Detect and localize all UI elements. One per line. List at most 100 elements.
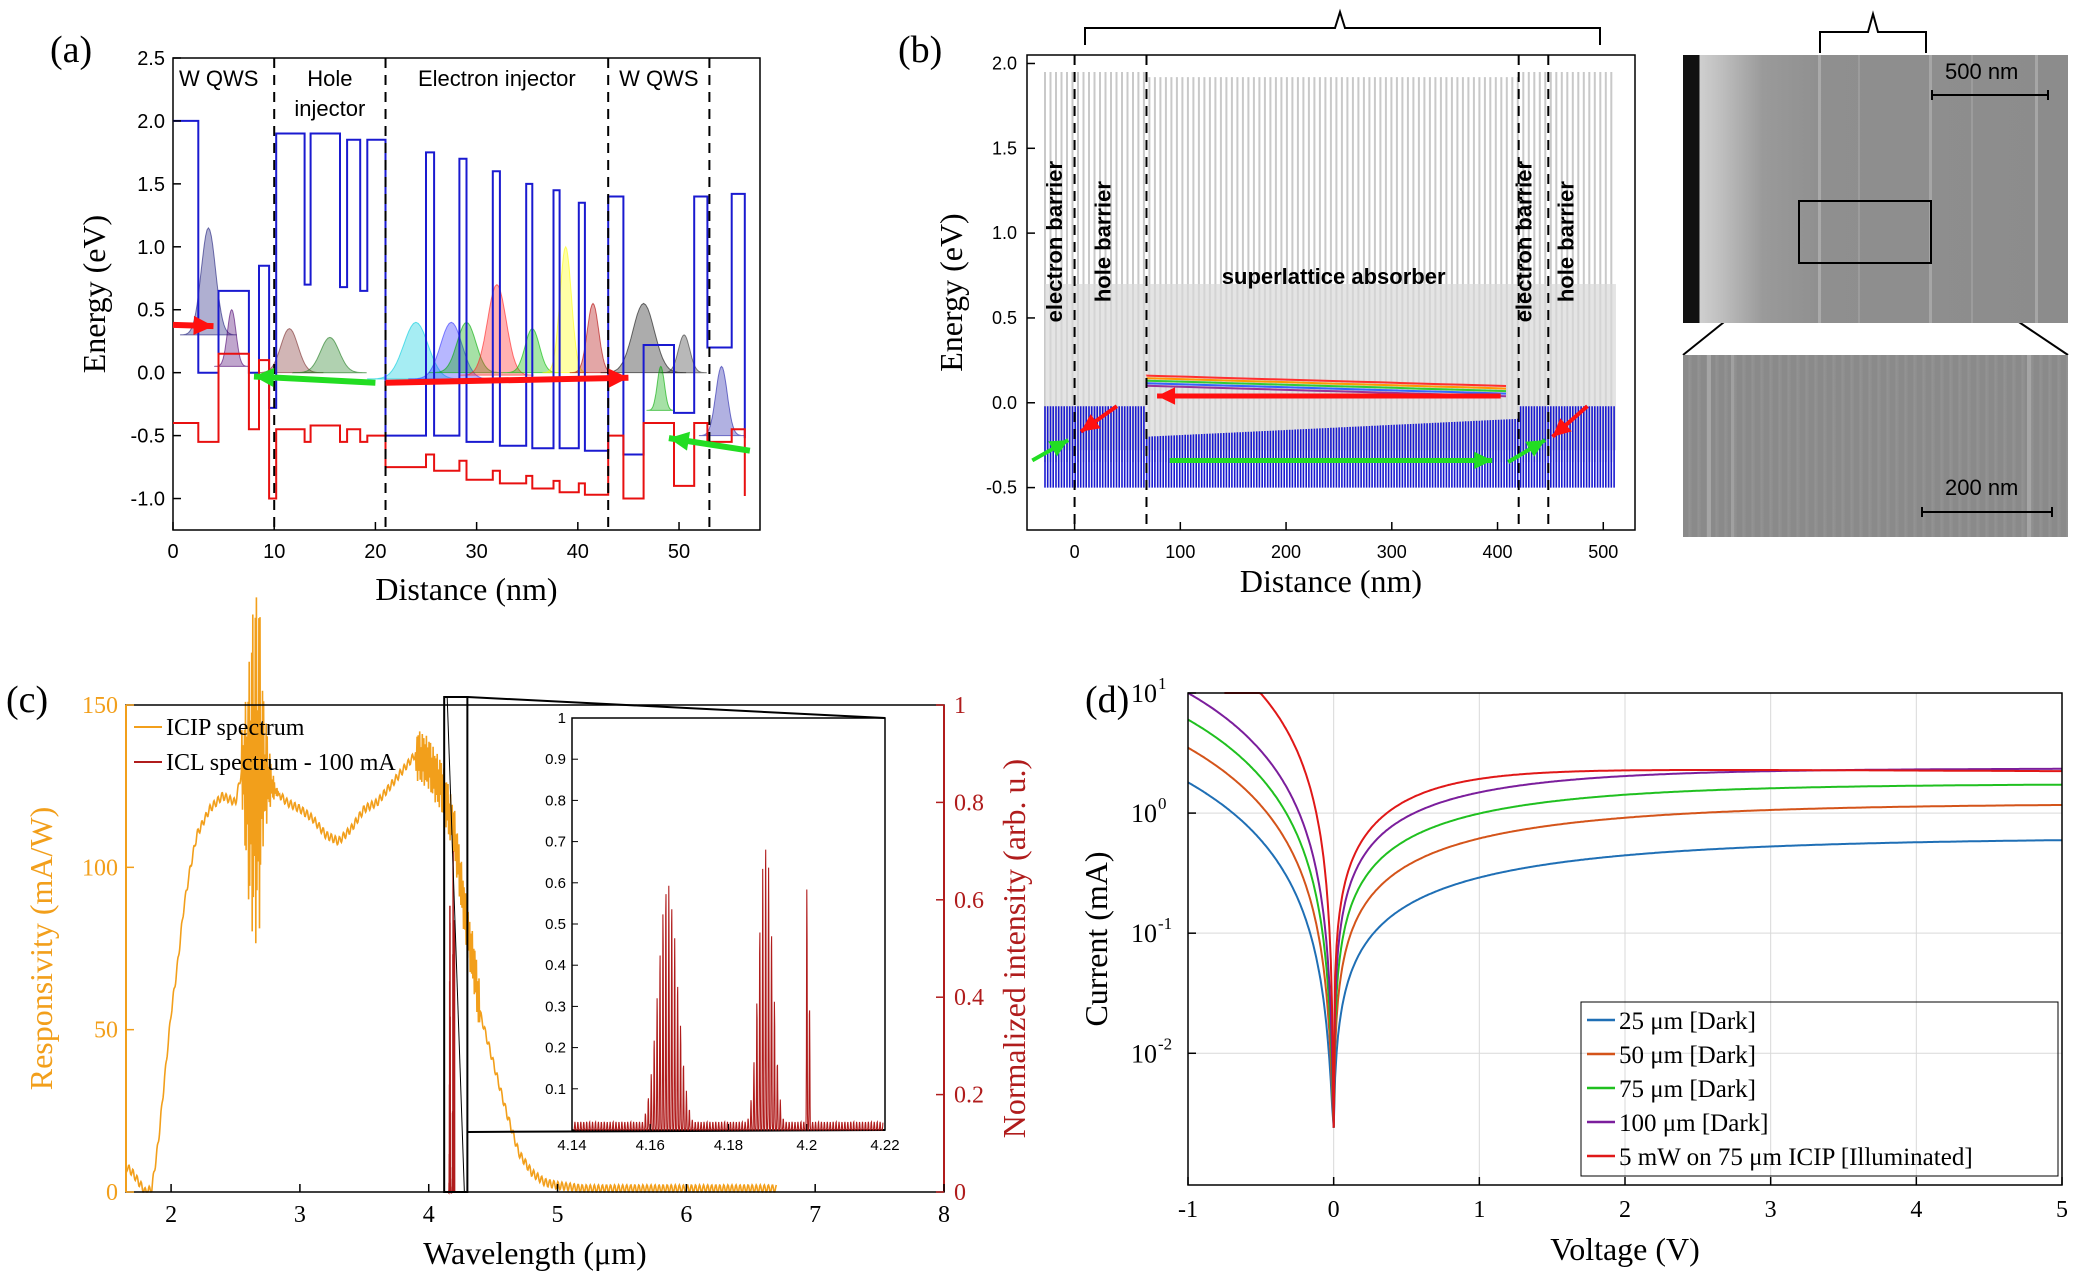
x-tick-label-b: 400 [1483, 542, 1513, 562]
y-axis-label-d: Current (mA) [1078, 851, 1114, 1026]
valence-band-line [173, 352, 746, 500]
region-label-w-qws-left: W QWS [179, 66, 258, 91]
inset-y-tick-label: 0.8 [545, 792, 566, 809]
x-tick-label-a: 30 [465, 541, 487, 563]
sem-scale-label-bottom: 200 nm [1945, 475, 2019, 500]
inset-y-tick-label: 0.4 [545, 957, 566, 974]
legend-label-4: 5 mW on 75 μm ICIP [Illuminated] [1619, 1144, 1973, 1171]
arrow-green-absorber-head [1474, 451, 1493, 470]
region-label-hole-injector-line2: injector [294, 96, 365, 121]
y-tick-label-a: 1.5 [137, 174, 165, 196]
inset-y-tick-label: 0.9 [545, 751, 566, 768]
legend-label-icl: ICL spectrum - 100 mA [166, 750, 396, 776]
wavefunction-lobe-7 [459, 283, 534, 376]
inset-y-tick-label: 0.5 [545, 916, 566, 933]
panel-label-a: (a) [50, 29, 92, 71]
region-label-w-qws-right: W QWS [619, 66, 698, 91]
arrow-green-left [253, 373, 376, 386]
zoom-line-bottom [467, 1129, 886, 1133]
y2-tick-label-c: 0 [954, 1180, 966, 1206]
y-tick-label-b: 2.0 [992, 53, 1017, 73]
legend-label-icip: ICIP spectrum [166, 715, 305, 741]
x-tick-label-d: 0 [1328, 1197, 1340, 1223]
wavefunction-lobe-4 [366, 321, 465, 380]
y-tick-label-a: 0.5 [137, 300, 165, 322]
wavefunction-lobe-13 [644, 365, 676, 411]
region-label-superlattice-absorber: superlattice absorber [1222, 264, 1446, 289]
y-tick-exponent-d: -2 [1158, 1034, 1172, 1053]
y-tick-label-b: 1.0 [992, 223, 1017, 243]
y-tick-label-d: 10 [1131, 679, 1157, 708]
y-tick-label-c: 50 [94, 1018, 118, 1044]
zoom-box-inner [446, 696, 465, 1193]
arrow-green-left-head [1048, 440, 1069, 457]
miniband-line-3 [1145, 382, 1507, 395]
y2-tick-label-c: 1 [954, 693, 966, 719]
y2-tick-label-c: 0.2 [954, 1083, 984, 1109]
wavefunction-lobe-12 [660, 334, 707, 374]
y-tick-label-d: 10 [1131, 1039, 1157, 1068]
wavefunction-lobe-5 [408, 321, 494, 380]
brace-sem [1819, 10, 1927, 53]
inset-y-tick-label: 0.7 [545, 834, 566, 851]
inset-y-tick-label: 1 [558, 710, 566, 727]
miniband-line-1 [1145, 377, 1507, 390]
x-tick-label-c: 2 [165, 1202, 177, 1228]
x-axis-label-c: Wavelength (μm) [423, 1235, 646, 1271]
wavefunction-lobe-9 [542, 245, 589, 374]
x-tick-label-c: 5 [552, 1202, 564, 1228]
y-tick-label-b: 0.5 [992, 308, 1017, 328]
wavefunction-lobe-1 [214, 308, 249, 367]
x-tick-label-c: 6 [680, 1202, 692, 1228]
x-tick-label-b: 300 [1377, 542, 1407, 562]
sem-layer-line [1731, 355, 1734, 537]
sem-layer-line [1971, 55, 1973, 323]
y-tick-exponent-d: 0 [1158, 794, 1167, 813]
wavefunction-lobe-3 [291, 336, 367, 374]
inset-y-tick-label: 0.3 [545, 998, 566, 1015]
inset-x-tick-label: 4.2 [796, 1137, 817, 1154]
x-tick-label-d: 1 [1473, 1197, 1485, 1223]
sem-scale-label-top: 500 nm [1945, 59, 2019, 84]
x-tick-label-d: -1 [1178, 1197, 1198, 1223]
chart-b: electron barrier hole barrier superlattice… [933, 53, 1636, 599]
inset-x-tick-label: 4.14 [557, 1137, 586, 1154]
x-tick-label-a: 0 [167, 541, 178, 563]
x-axis-label-b: Distance (nm) [1240, 563, 1422, 599]
arrow-red-electron [385, 374, 629, 386]
sem-zoom-box [1798, 200, 1932, 264]
x-tick-label-b: 100 [1165, 542, 1195, 562]
wavefunction-lobe-14 [698, 365, 745, 437]
arrow-red-electron-head [608, 368, 629, 388]
x-tick-label-c: 7 [809, 1202, 821, 1228]
sem-layer-line [2027, 355, 2031, 537]
x-tick-label-a: 20 [364, 541, 386, 563]
y2-tick-label-c: 0.4 [954, 985, 984, 1011]
region-label-electron-injector: Electron injector [418, 66, 576, 91]
sem-layer-line [1929, 55, 1932, 323]
y-tick-exponent-d: 1 [1158, 674, 1167, 693]
panel-label-d: (d) [1085, 679, 1129, 721]
sem-scale-bar-top [1931, 90, 2049, 102]
x-tick-label-d: 5 [2056, 1197, 2068, 1223]
sem-image-top: 500 nm [1683, 55, 2068, 323]
arrow-green-left-head [254, 367, 275, 387]
arrow-green-right-head [1525, 440, 1546, 457]
miniband-line-0 [1145, 374, 1507, 387]
y-tick-label-b: 0.0 [992, 393, 1017, 413]
y-tick-label-a: -0.5 [131, 426, 165, 448]
x-tick-label-b: 0 [1070, 542, 1080, 562]
x-axis-label-a: Distance (nm) [375, 571, 557, 607]
inset-x-tick-label: 4.16 [636, 1137, 665, 1154]
arrow-red-right-head [1552, 418, 1572, 437]
series-curve-4 [1224, 692, 2062, 1128]
y-tick-label-c: 0 [106, 1180, 118, 1206]
inset-y-tick-label: 0.2 [545, 1040, 566, 1057]
y-tick-label-a: 2.5 [137, 48, 165, 70]
zoom-line-top [467, 696, 886, 719]
sem-layer-line [2035, 55, 2038, 323]
x-tick-label-c: 3 [294, 1202, 306, 1228]
x-tick-label-d: 4 [1910, 1197, 1922, 1223]
plot-frame-a [172, 57, 761, 531]
